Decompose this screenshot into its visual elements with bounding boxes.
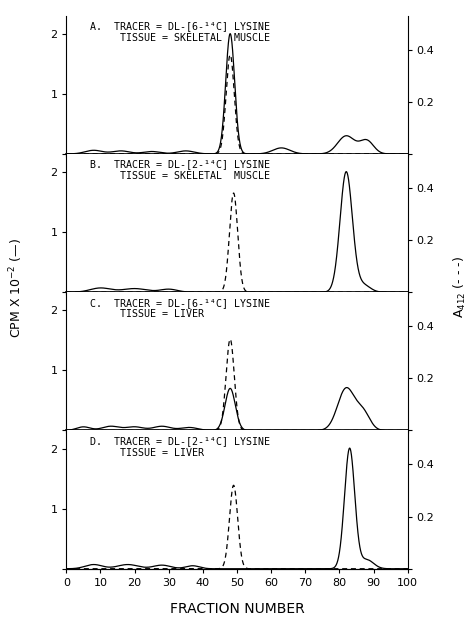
Text: D.  TRACER = DL-[2-¹⁴C] LYSINE
     TISSUE = LIVER: D. TRACER = DL-[2-¹⁴C] LYSINE TISSUE = L… (90, 436, 270, 457)
Text: CPM X 10$^{-2}$ (—): CPM X 10$^{-2}$ (—) (8, 238, 26, 338)
Text: FRACTION NUMBER: FRACTION NUMBER (170, 602, 304, 616)
Text: A.  TRACER = DL-[6-¹⁴C] LYSINE
     TISSUE = SKELETAL  MUSCLE: A. TRACER = DL-[6-¹⁴C] LYSINE TISSUE = S… (90, 21, 270, 42)
Text: A$_{412}$ (- - -): A$_{412}$ (- - -) (452, 257, 468, 318)
Text: B.  TRACER = DL-[2-¹⁴C] LYSINE
     TISSUE = SKELETAL  MUSCLE: B. TRACER = DL-[2-¹⁴C] LYSINE TISSUE = S… (90, 159, 270, 181)
Text: C.  TRACER = DL-[6-¹⁴C] LYSINE
     TISSUE = LIVER: C. TRACER = DL-[6-¹⁴C] LYSINE TISSUE = L… (90, 298, 270, 319)
